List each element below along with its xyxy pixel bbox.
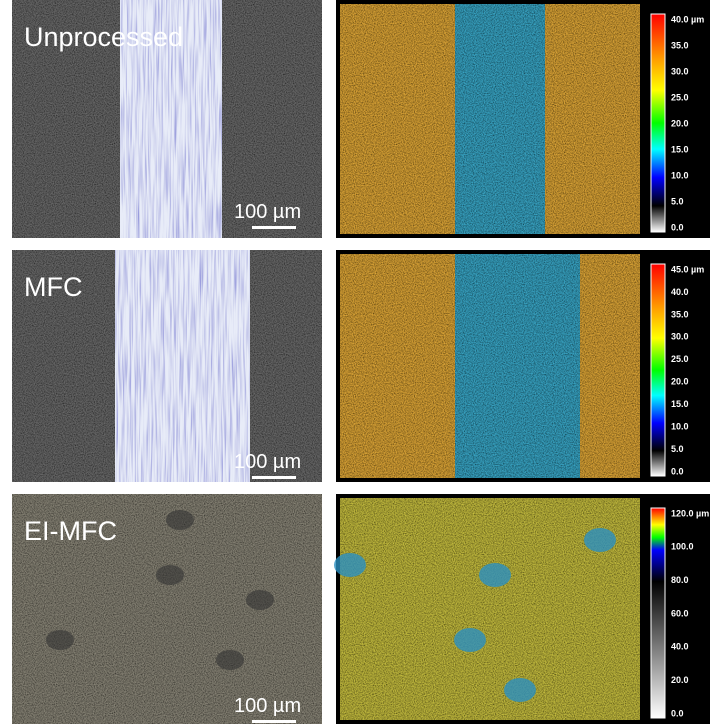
colorbar-label: 10.0 [671, 170, 689, 180]
pit [216, 650, 244, 670]
colorbar-label: 40.0 µm [671, 14, 704, 24]
pit [46, 630, 74, 650]
colorbar-label: 5.0 [671, 196, 684, 206]
pit [246, 590, 274, 610]
colorbar-label: 0.0 [671, 222, 684, 232]
colorbar-label: 25.0 [671, 92, 689, 102]
panel-label: EI-MFC [24, 516, 117, 546]
colorbar-label: 30.0 [671, 66, 689, 76]
colorbar-label: 20.0 [671, 377, 689, 387]
colorbar-label: 45.0 µm [671, 264, 704, 274]
colorbar-label: 5.0 [671, 444, 684, 454]
colorbar-label: 0.0 [671, 466, 684, 476]
colorbar-label: 35.0 [671, 309, 689, 319]
pit [166, 510, 194, 530]
colorbar-label: 30.0 [671, 332, 689, 342]
scale-bar [252, 476, 296, 479]
colorbar-label: 15.0 [671, 144, 689, 154]
depth-spot [584, 528, 616, 552]
colorbar [651, 264, 665, 476]
colorbar-label: 60.0 [671, 608, 689, 618]
figure: Unprocessed 100 µm 40.0 µm 35.0 30.0 25.0 20.0… [0, 0, 710, 724]
depth-spot [334, 553, 366, 577]
scale-bar-label: 100 µm [234, 201, 301, 223]
scale-bar-label: 100 µm [234, 451, 301, 473]
wear-track [115, 250, 250, 482]
colorbar-label: 20.0 [671, 118, 689, 128]
colorbar-label: 40.0 [671, 642, 689, 652]
colorbar-label: 100.0 [671, 542, 694, 552]
scale-bar [252, 720, 296, 723]
colorbar-label: 120.0 µm [671, 508, 709, 518]
wear-depth [455, 4, 545, 234]
colorbar-label: 40.0 [671, 287, 689, 297]
depth-spot [479, 563, 511, 587]
colorbar-label: 20.0 [671, 675, 689, 685]
scale-bar-label: 100 µm [234, 695, 301, 717]
colorbar-label: 35.0 [671, 40, 689, 50]
colorbar-label: 25.0 [671, 354, 689, 364]
colorbar-label: 10.0 [671, 421, 689, 431]
depth-spot [454, 628, 486, 652]
wear-depth [455, 254, 580, 478]
colorbar-label: 0.0 [671, 708, 684, 718]
colorbar [651, 14, 665, 232]
panel-label: MFC [24, 272, 82, 302]
depth-spot [504, 678, 536, 702]
colorbar-label: 80.0 [671, 575, 689, 585]
panel-label: Unprocessed [24, 22, 183, 52]
pit [156, 565, 184, 585]
colorbar-label: 15.0 [671, 399, 689, 409]
colorbar [651, 508, 665, 718]
scale-bar [252, 226, 296, 229]
